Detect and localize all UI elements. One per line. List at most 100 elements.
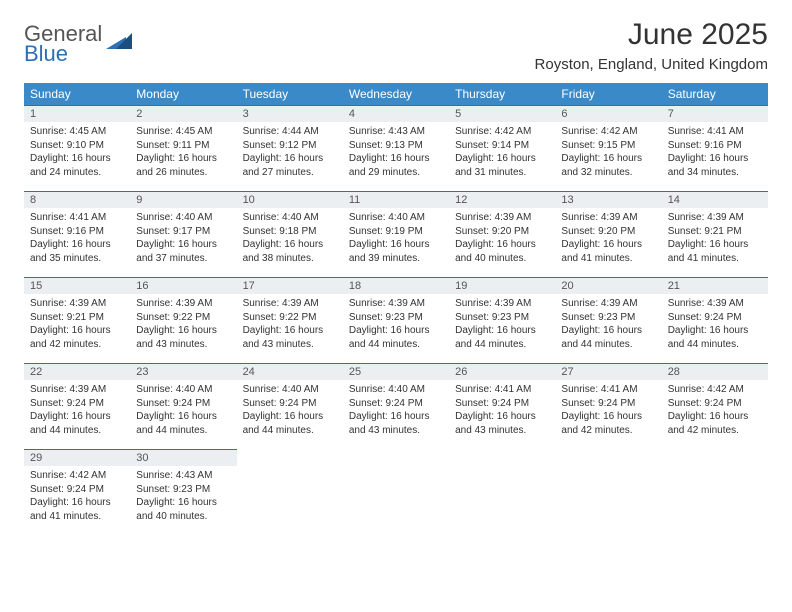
calendar-day-cell: 14Sunrise: 4:39 AMSunset: 9:21 PMDayligh… [662,191,768,277]
day-body: Sunrise: 4:40 AMSunset: 9:18 PMDaylight:… [237,208,343,271]
calendar-day-cell: 17Sunrise: 4:39 AMSunset: 9:22 PMDayligh… [237,277,343,363]
sunset-text: Sunset: 9:22 PM [136,311,230,325]
day-number: 11 [343,191,449,208]
sunrise-text: Sunrise: 4:39 AM [668,211,762,225]
day-body: Sunrise: 4:41 AMSunset: 9:24 PMDaylight:… [449,380,555,443]
calendar-day-cell: 1Sunrise: 4:45 AMSunset: 9:10 PMDaylight… [24,105,130,191]
calendar-day-cell: 27Sunrise: 4:41 AMSunset: 9:24 PMDayligh… [555,363,661,449]
day-number: 29 [24,449,130,466]
daylight-text: Daylight: 16 hours and 44 minutes. [243,410,337,437]
daylight-text: Daylight: 16 hours and 27 minutes. [243,152,337,179]
daylight-text: Daylight: 16 hours and 32 minutes. [561,152,655,179]
day-number: 7 [662,105,768,122]
sunrise-text: Sunrise: 4:39 AM [136,297,230,311]
calendar-day-cell [449,449,555,535]
sunrise-text: Sunrise: 4:41 AM [561,383,655,397]
day-number: 10 [237,191,343,208]
day-body: Sunrise: 4:40 AMSunset: 9:17 PMDaylight:… [130,208,236,271]
sunset-text: Sunset: 9:24 PM [30,483,124,497]
day-body: Sunrise: 4:40 AMSunset: 9:24 PMDaylight:… [130,380,236,443]
sunset-text: Sunset: 9:14 PM [455,139,549,153]
sunset-text: Sunset: 9:24 PM [30,397,124,411]
calendar-week-row: 8Sunrise: 4:41 AMSunset: 9:16 PMDaylight… [24,191,768,277]
brand-word-2: Blue [24,41,68,66]
daylight-text: Daylight: 16 hours and 44 minutes. [668,324,762,351]
day-body: Sunrise: 4:39 AMSunset: 9:23 PMDaylight:… [555,294,661,357]
day-number: 26 [449,363,555,380]
sunrise-text: Sunrise: 4:45 AM [30,125,124,139]
day-number: 9 [130,191,236,208]
daylight-text: Daylight: 16 hours and 44 minutes. [136,410,230,437]
day-body: Sunrise: 4:39 AMSunset: 9:21 PMDaylight:… [662,208,768,271]
day-body: Sunrise: 4:39 AMSunset: 9:24 PMDaylight:… [24,380,130,443]
day-number: 19 [449,277,555,294]
weekday-header: Wednesday [343,83,449,105]
sunset-text: Sunset: 9:24 PM [243,397,337,411]
calendar-day-cell: 9Sunrise: 4:40 AMSunset: 9:17 PMDaylight… [130,191,236,277]
weekday-row: Sunday Monday Tuesday Wednesday Thursday… [24,83,768,105]
calendar-day-cell: 20Sunrise: 4:39 AMSunset: 9:23 PMDayligh… [555,277,661,363]
sunset-text: Sunset: 9:23 PM [136,483,230,497]
sunrise-text: Sunrise: 4:39 AM [455,297,549,311]
day-body: Sunrise: 4:45 AMSunset: 9:11 PMDaylight:… [130,122,236,185]
brand-text: General Blue [24,24,102,64]
sunset-text: Sunset: 9:24 PM [668,311,762,325]
calendar-day-cell: 4Sunrise: 4:43 AMSunset: 9:13 PMDaylight… [343,105,449,191]
sunrise-text: Sunrise: 4:43 AM [349,125,443,139]
sunset-text: Sunset: 9:23 PM [455,311,549,325]
sunset-text: Sunset: 9:10 PM [30,139,124,153]
sunset-text: Sunset: 9:20 PM [561,225,655,239]
day-number: 22 [24,363,130,380]
calendar-day-cell: 22Sunrise: 4:39 AMSunset: 9:24 PMDayligh… [24,363,130,449]
sunset-text: Sunset: 9:16 PM [30,225,124,239]
calendar-week-row: 15Sunrise: 4:39 AMSunset: 9:21 PMDayligh… [24,277,768,363]
brand-logo: General Blue [24,18,132,64]
calendar-week-row: 1Sunrise: 4:45 AMSunset: 9:10 PMDaylight… [24,105,768,191]
day-number: 6 [555,105,661,122]
sunrise-text: Sunrise: 4:41 AM [30,211,124,225]
daylight-text: Daylight: 16 hours and 40 minutes. [455,238,549,265]
day-body: Sunrise: 4:43 AMSunset: 9:13 PMDaylight:… [343,122,449,185]
sunset-text: Sunset: 9:13 PM [349,139,443,153]
sunset-text: Sunset: 9:17 PM [136,225,230,239]
day-body: Sunrise: 4:42 AMSunset: 9:24 PMDaylight:… [662,380,768,443]
daylight-text: Daylight: 16 hours and 42 minutes. [668,410,762,437]
sunset-text: Sunset: 9:22 PM [243,311,337,325]
day-body: Sunrise: 4:41 AMSunset: 9:16 PMDaylight:… [24,208,130,271]
sunset-text: Sunset: 9:24 PM [455,397,549,411]
calendar-day-cell: 21Sunrise: 4:39 AMSunset: 9:24 PMDayligh… [662,277,768,363]
daylight-text: Daylight: 16 hours and 42 minutes. [30,324,124,351]
sunrise-text: Sunrise: 4:40 AM [243,383,337,397]
day-body: Sunrise: 4:41 AMSunset: 9:16 PMDaylight:… [662,122,768,185]
daylight-text: Daylight: 16 hours and 41 minutes. [668,238,762,265]
calendar-day-cell: 19Sunrise: 4:39 AMSunset: 9:23 PMDayligh… [449,277,555,363]
sunrise-text: Sunrise: 4:43 AM [136,469,230,483]
calendar-day-cell: 8Sunrise: 4:41 AMSunset: 9:16 PMDaylight… [24,191,130,277]
daylight-text: Daylight: 16 hours and 44 minutes. [561,324,655,351]
day-body: Sunrise: 4:42 AMSunset: 9:24 PMDaylight:… [24,466,130,529]
day-number: 21 [662,277,768,294]
day-number: 27 [555,363,661,380]
daylight-text: Daylight: 16 hours and 43 minutes. [136,324,230,351]
sunrise-text: Sunrise: 4:44 AM [243,125,337,139]
weekday-header: Monday [130,83,236,105]
calendar-day-cell [237,449,343,535]
day-number: 5 [449,105,555,122]
day-body: Sunrise: 4:45 AMSunset: 9:10 PMDaylight:… [24,122,130,185]
day-body: Sunrise: 4:40 AMSunset: 9:24 PMDaylight:… [237,380,343,443]
daylight-text: Daylight: 16 hours and 35 minutes. [30,238,124,265]
sunset-text: Sunset: 9:16 PM [668,139,762,153]
day-number: 15 [24,277,130,294]
calendar-day-cell: 7Sunrise: 4:41 AMSunset: 9:16 PMDaylight… [662,105,768,191]
sunrise-text: Sunrise: 4:39 AM [30,297,124,311]
day-body: Sunrise: 4:43 AMSunset: 9:23 PMDaylight:… [130,466,236,529]
daylight-text: Daylight: 16 hours and 24 minutes. [30,152,124,179]
sunset-text: Sunset: 9:19 PM [349,225,443,239]
daylight-text: Daylight: 16 hours and 44 minutes. [349,324,443,351]
sunrise-text: Sunrise: 4:39 AM [561,297,655,311]
sunset-text: Sunset: 9:21 PM [30,311,124,325]
daylight-text: Daylight: 16 hours and 43 minutes. [349,410,443,437]
calendar-day-cell: 29Sunrise: 4:42 AMSunset: 9:24 PMDayligh… [24,449,130,535]
day-body: Sunrise: 4:44 AMSunset: 9:12 PMDaylight:… [237,122,343,185]
day-body: Sunrise: 4:39 AMSunset: 9:20 PMDaylight:… [555,208,661,271]
